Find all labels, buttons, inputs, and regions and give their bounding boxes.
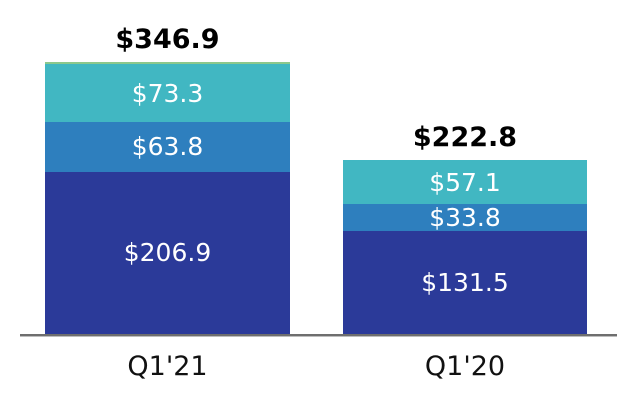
upper-teal-segment: $73.3 xyxy=(45,64,290,122)
segment-value-label: $63.8 xyxy=(131,132,204,162)
middle-medium-blue-segment: $63.8 xyxy=(45,121,290,172)
segment-value-label: $57.1 xyxy=(429,167,501,197)
segment-value-label: $206.9 xyxy=(123,238,212,268)
upper-teal-segment: $57.1 xyxy=(343,159,587,205)
bar-total-label: $346.9 xyxy=(115,24,220,55)
segment-value-label: $131.5 xyxy=(421,267,509,297)
segment-value-label: $73.3 xyxy=(131,78,204,108)
bottom-dark-blue-segment: $206.9 xyxy=(45,171,290,334)
x-axis-line xyxy=(20,334,617,337)
middle-medium-blue-segment: $33.8 xyxy=(343,204,587,231)
bar-total-label: $222.8 xyxy=(412,121,518,153)
bottom-dark-blue-segment: $131.5 xyxy=(343,230,587,334)
x-axis-category-label: Q1'20 xyxy=(424,351,506,382)
bar-q120: $57.1 $33.8 $131.5 xyxy=(343,159,587,334)
top-green-cap-segment xyxy=(45,62,290,65)
segment-value-label: $33.8 xyxy=(429,204,501,231)
bar-q121: $73.3 $63.8 $206.9 xyxy=(45,62,290,334)
x-axis-category-label: Q1'21 xyxy=(127,351,208,382)
